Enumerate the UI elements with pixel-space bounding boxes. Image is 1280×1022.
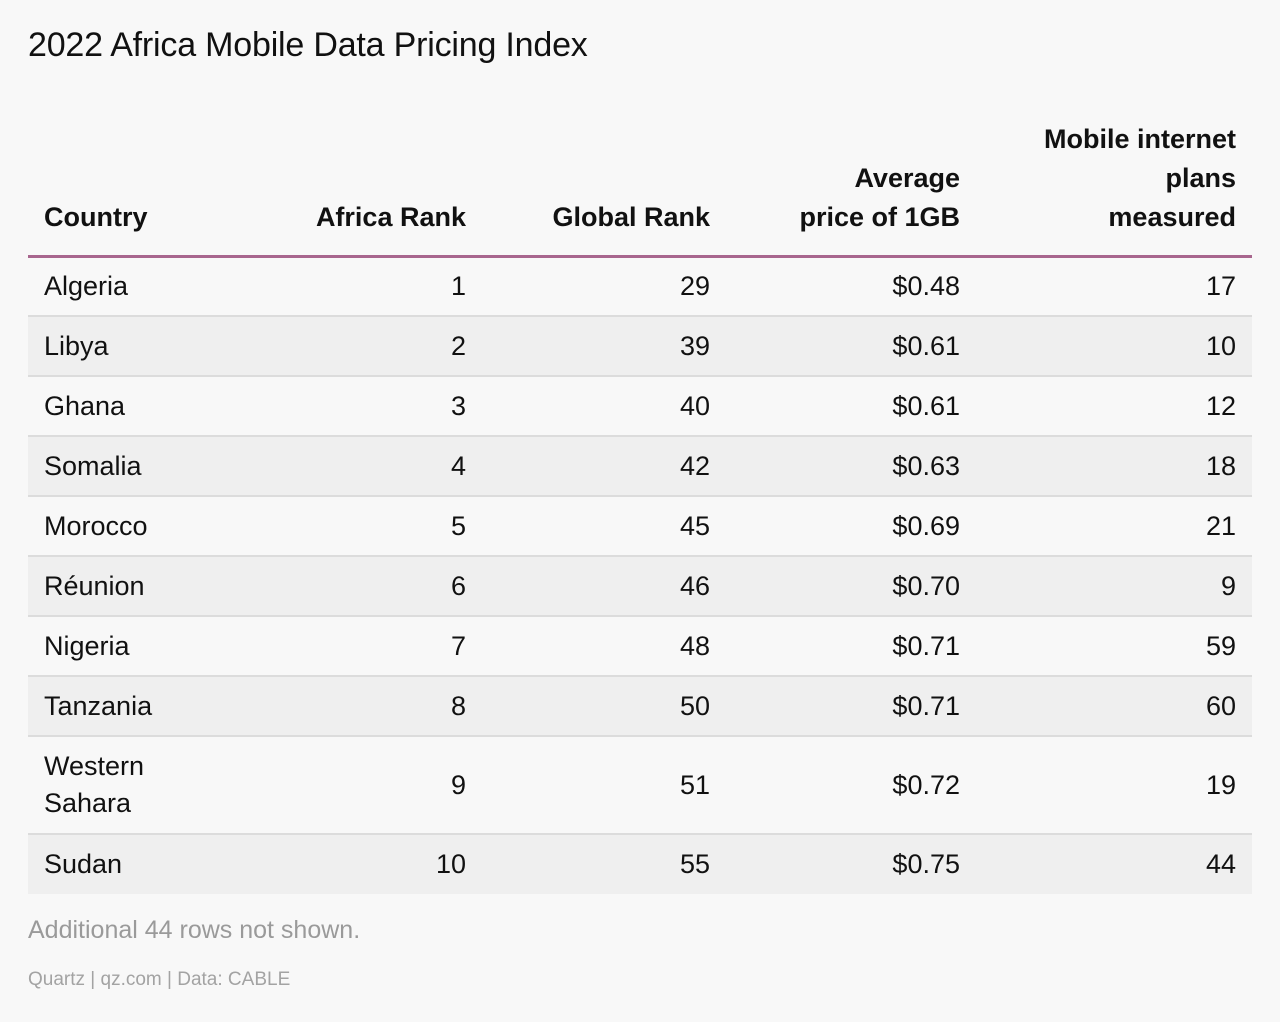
cell-average-price: $0.48: [726, 256, 976, 317]
cell-global-rank: 48: [482, 616, 726, 677]
cell-average-price: $0.71: [726, 676, 976, 737]
data-table: Country Africa Rank Global Rank Average …: [28, 112, 1252, 894]
column-header-average-price: Average price of 1GB: [726, 112, 976, 258]
cell-africa-rank: 4: [258, 436, 482, 497]
table-row: Tanzania 8 50 $0.71 60: [28, 676, 1252, 737]
cell-plans-measured: 12: [976, 376, 1252, 437]
cell-global-rank: 46: [482, 556, 726, 617]
cell-country: Sudan: [28, 834, 258, 894]
column-header-global-rank: Global Rank: [482, 112, 726, 258]
cell-country: Ghana: [28, 376, 258, 437]
cell-average-price: $0.63: [726, 436, 976, 497]
cell-average-price: $0.71: [726, 616, 976, 677]
cell-plans-measured: 60: [976, 676, 1252, 737]
cell-average-price: $0.61: [726, 376, 976, 437]
table-row: Ghana 3 40 $0.61 12: [28, 376, 1252, 437]
cell-africa-rank: 1: [258, 256, 482, 317]
cell-plans-measured: 59: [976, 616, 1252, 677]
chart-title: 2022 Africa Mobile Data Pricing Index: [28, 26, 588, 64]
cell-africa-rank: 10: [258, 834, 482, 894]
cell-africa-rank: 2: [258, 316, 482, 377]
cell-africa-rank: 3: [258, 376, 482, 437]
cell-africa-rank: 6: [258, 556, 482, 617]
cell-country: Somalia: [28, 436, 258, 497]
cell-average-price: $0.70: [726, 556, 976, 617]
cell-global-rank: 29: [482, 256, 726, 317]
column-header-africa-rank: Africa Rank: [258, 112, 482, 258]
cell-average-price: $0.75: [726, 834, 976, 894]
table-row: Sudan 10 55 $0.75 44: [28, 834, 1252, 894]
column-header-country: Country: [28, 112, 258, 258]
cell-africa-rank: 7: [258, 616, 482, 677]
cell-plans-measured: 21: [976, 496, 1252, 557]
table-row: Morocco 5 45 $0.69 21: [28, 496, 1252, 557]
cell-average-price: $0.72: [726, 736, 976, 835]
cell-africa-rank: 9: [258, 736, 482, 835]
cell-average-price: $0.69: [726, 496, 976, 557]
footnote: Additional 44 rows not shown.: [28, 916, 361, 944]
column-header-plans-measured: Mobile internet plans measured: [976, 112, 1252, 258]
cell-africa-rank: 5: [258, 496, 482, 557]
cell-plans-measured: 17: [976, 256, 1252, 317]
cell-plans-measured: 18: [976, 436, 1252, 497]
table-row: Somalia 4 42 $0.63 18: [28, 436, 1252, 497]
cell-global-rank: 51: [482, 736, 726, 835]
cell-global-rank: 39: [482, 316, 726, 377]
cell-global-rank: 45: [482, 496, 726, 557]
cell-country: Nigeria: [28, 616, 258, 677]
header-row: Country Africa Rank Global Rank Average …: [28, 112, 1252, 258]
cell-plans-measured: 9: [976, 556, 1252, 617]
cell-country: Tanzania: [28, 676, 258, 737]
cell-country: Algeria: [28, 256, 258, 317]
cell-plans-measured: 19: [976, 736, 1252, 835]
source-credit: Quartz | qz.com | Data: CABLE: [28, 969, 291, 990]
cell-global-rank: 50: [482, 676, 726, 737]
table-row: Libya 2 39 $0.61 10: [28, 316, 1252, 377]
cell-country: Réunion: [28, 556, 258, 617]
table-row: Algeria 1 29 $0.48 17: [28, 256, 1252, 317]
table-header: Country Africa Rank Global Rank Average …: [28, 112, 1252, 258]
cell-global-rank: 40: [482, 376, 726, 437]
table-row: Réunion 6 46 $0.70 9: [28, 556, 1252, 617]
cell-plans-measured: 44: [976, 834, 1252, 894]
cell-africa-rank: 8: [258, 676, 482, 737]
cell-global-rank: 42: [482, 436, 726, 497]
cell-plans-measured: 10: [976, 316, 1252, 377]
table-row: Western Sahara 9 51 $0.72 19: [28, 736, 1252, 835]
cell-country: Morocco: [28, 496, 258, 557]
table-row: Nigeria 7 48 $0.71 59: [28, 616, 1252, 677]
cell-country: Western Sahara: [28, 736, 258, 835]
cell-average-price: $0.61: [726, 316, 976, 377]
cell-country: Libya: [28, 316, 258, 377]
cell-global-rank: 55: [482, 834, 726, 894]
table-body: Algeria 1 29 $0.48 17 Libya 2 39 $0.61 10 Ghana 3 40…: [28, 256, 1252, 894]
